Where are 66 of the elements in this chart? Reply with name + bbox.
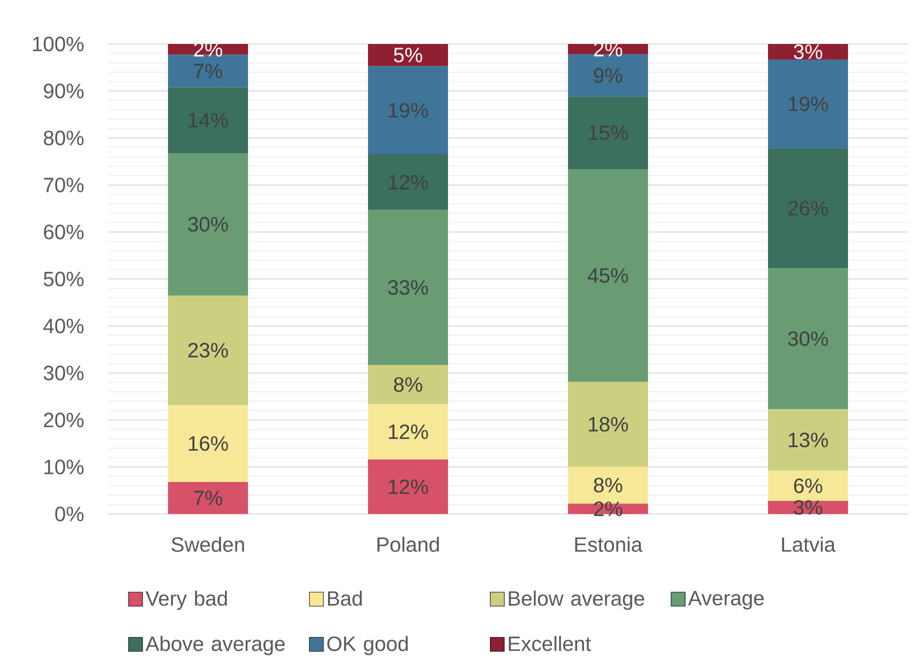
data-label: 33%	[388, 280, 428, 295]
legend-label: OK good	[327, 636, 408, 656]
y-tick-label: 20%	[44, 412, 84, 428]
bar	[368, 404, 448, 460]
x-tick-label: Sweden	[172, 536, 244, 552]
data-label: 12%	[388, 424, 428, 440]
bar	[568, 382, 648, 467]
y-tick-label: 30%	[44, 366, 84, 380]
legend-label: Above average	[146, 636, 285, 656]
bar	[368, 210, 448, 366]
y-tick-label: 0%	[55, 506, 84, 522]
bar	[168, 44, 248, 55]
bar	[168, 153, 248, 296]
y-tick-label: 100%	[33, 36, 84, 52]
bar	[768, 268, 848, 410]
x-tick-label: Poland	[378, 536, 439, 552]
data-label: 18%	[588, 416, 628, 432]
bar	[768, 409, 848, 471]
bar	[168, 87, 248, 154]
bar	[768, 148, 848, 268]
data-label: 3%	[794, 500, 822, 515]
data-label: 30%	[188, 216, 228, 232]
y-tick-label: 80%	[44, 130, 84, 146]
y-tick-label: 40%	[43, 318, 84, 334]
y-tick-label: 70%	[44, 178, 84, 192]
data-label: 23%	[188, 342, 228, 358]
data-label: 7%	[194, 64, 222, 78]
bar	[568, 169, 648, 382]
data-label: 30%	[788, 331, 828, 346]
data-label: 8%	[394, 377, 422, 392]
bar	[368, 365, 448, 404]
bar	[168, 295, 248, 405]
data-label: 16%	[188, 436, 228, 451]
y-tick-label: 90%	[44, 84, 84, 98]
bar	[768, 60, 848, 148]
legend-label: Average	[688, 590, 764, 610]
bar	[368, 459, 448, 514]
legend-label: Below average	[508, 590, 644, 610]
data-label: 5%	[394, 48, 422, 62]
bar	[368, 154, 448, 210]
data-label: 9%	[594, 68, 622, 83]
data-label: 8%	[594, 478, 622, 492]
x-tick-label: Estonia	[575, 536, 642, 552]
y-tick-label: 60%	[44, 224, 84, 240]
bar	[768, 470, 848, 501]
bar	[168, 482, 248, 514]
bar	[568, 96, 648, 170]
data-label: 45%	[588, 268, 628, 283]
data-label: 2%	[594, 502, 622, 516]
data-label: 3%	[794, 44, 822, 60]
y-tick-label: 50%	[44, 272, 84, 286]
legend-label: Very bad	[146, 590, 227, 610]
data-label: 19%	[388, 102, 428, 118]
data-label: 19%	[788, 96, 828, 112]
legend-label: Bad	[328, 590, 362, 606]
data-label: 7%	[194, 490, 222, 506]
data-label: 13%	[788, 432, 828, 448]
legend-label: Excellent	[508, 636, 591, 652]
y-tick-label: 10%	[44, 460, 84, 474]
bar	[368, 44, 448, 66]
data-label: 6%	[794, 478, 822, 494]
bar	[168, 404, 248, 482]
bar	[368, 66, 448, 154]
x-tick-label: Latvia	[782, 536, 836, 552]
bar	[568, 44, 648, 54]
data-label: 12%	[388, 479, 428, 494]
